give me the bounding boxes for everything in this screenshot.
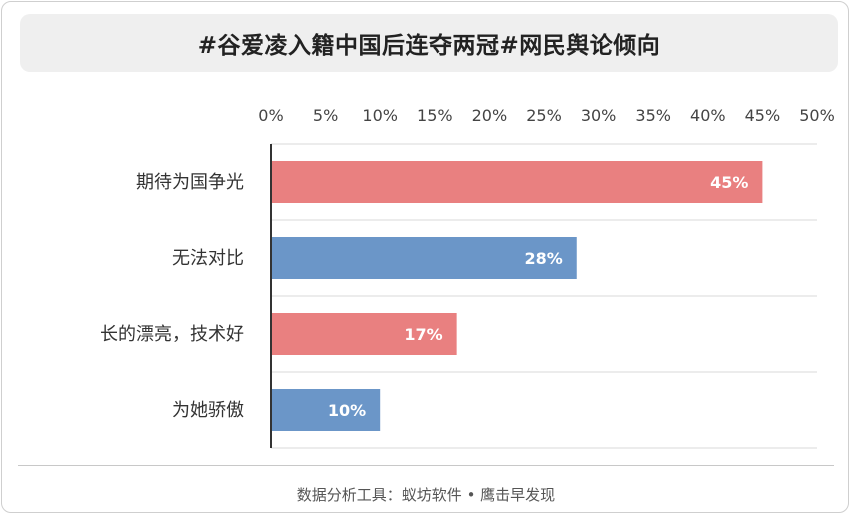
x-tick-label: 0% (258, 106, 283, 125)
footer-credit: 数据分析工具：蚁坊软件 • 鹰击早发现 (296, 486, 556, 504)
x-tick-label: 40% (690, 106, 726, 125)
data-label: 17% (404, 325, 442, 344)
x-tick-label: 45% (745, 106, 781, 125)
x-tick-label: 20% (472, 106, 508, 125)
title-banner: #谷爱凌入籍中国后连夺两冠#网民舆论倾向 (20, 14, 838, 72)
x-tick-label: 35% (635, 106, 671, 125)
category-label: 长的漂亮，技术好 (100, 324, 244, 345)
chart-title: #谷爱凌入籍中国后连夺两冠#网民舆论倾向 (197, 33, 661, 59)
x-tick-label: 5% (313, 106, 338, 125)
x-tick-label: 25% (526, 106, 562, 125)
category-label: 期待为国争光 (136, 172, 244, 193)
category-label: 为她骄傲 (172, 400, 244, 421)
bar (271, 313, 457, 355)
footer-divider (18, 465, 834, 466)
x-tick-label: 30% (581, 106, 617, 125)
data-label: 28% (524, 249, 562, 268)
bar (271, 389, 381, 431)
bar (271, 237, 577, 279)
x-tick-label: 15% (417, 106, 453, 125)
bar (271, 161, 763, 203)
x-tick-label: 10% (362, 106, 398, 125)
category-label: 无法对比 (172, 248, 244, 269)
data-label: 45% (710, 173, 748, 192)
x-tick-label: 50% (799, 106, 835, 125)
data-label: 10% (328, 401, 366, 420)
